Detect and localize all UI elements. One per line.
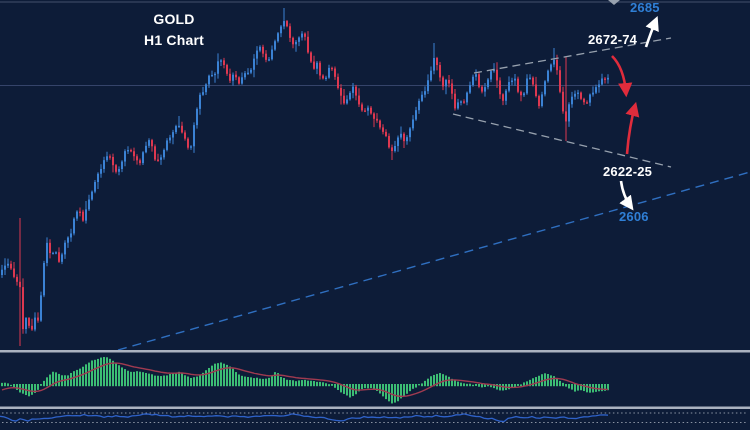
resistance-zone-label: 2672-74	[588, 32, 638, 47]
downside-target-label: 2606	[619, 209, 649, 224]
symbol-label: GOLD	[153, 11, 195, 27]
support-zone-label: 2622-25	[603, 164, 653, 179]
upside-target-label: 2685	[630, 0, 660, 15]
timeframe-label: H1 Chart	[144, 32, 204, 48]
chart-title: GOLD H1 Chart	[134, 9, 214, 51]
